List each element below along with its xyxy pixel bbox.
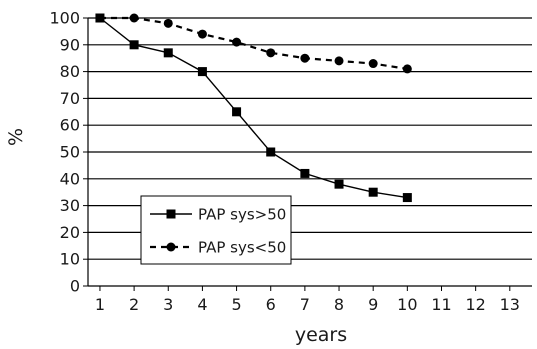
series-gt50 bbox=[95, 13, 412, 203]
data-point-lt50-3 bbox=[163, 18, 173, 28]
x-tick-label-13: 13 bbox=[500, 295, 520, 314]
data-point-lt50-5 bbox=[232, 37, 242, 47]
data-point-gt50-10 bbox=[402, 193, 412, 203]
x-tick-label-11: 11 bbox=[431, 295, 451, 314]
data-point-lt50-2 bbox=[129, 13, 139, 23]
data-point-gt50-2 bbox=[129, 40, 139, 50]
data-point-gt50-4 bbox=[197, 67, 207, 77]
data-point-lt50-9 bbox=[368, 59, 378, 69]
legend-marker-gt50 bbox=[166, 209, 176, 219]
data-point-gt50-7 bbox=[300, 168, 310, 178]
axes bbox=[83, 17, 532, 291]
data-point-lt50-6 bbox=[266, 48, 276, 58]
y-tick-label-100: 100 bbox=[49, 9, 80, 28]
data-point-lt50-10 bbox=[402, 64, 412, 74]
x-tick-label-10: 10 bbox=[397, 295, 417, 314]
data-point-lt50-7 bbox=[300, 53, 310, 63]
x-tick-label-2: 2 bbox=[129, 295, 139, 314]
legend: PAP sys>50 PAP sys<50 bbox=[140, 195, 292, 265]
x-tick-label-6: 6 bbox=[266, 295, 276, 314]
data-point-lt50-8 bbox=[334, 56, 344, 66]
data-point-lt50-1 bbox=[95, 13, 105, 23]
legend-label-lt50: PAP sys<50 bbox=[198, 239, 286, 257]
x-axis-title: years bbox=[295, 324, 347, 346]
y-tick-label-60: 60 bbox=[60, 116, 80, 135]
series-line-lt50 bbox=[100, 16, 408, 70]
x-tick-label-7: 7 bbox=[300, 295, 310, 314]
y-tick-label-0: 0 bbox=[70, 277, 80, 296]
series bbox=[95, 13, 412, 203]
data-point-gt50-8 bbox=[334, 179, 344, 189]
y-tick-label-10: 10 bbox=[60, 250, 80, 269]
y-tick-label-40: 40 bbox=[60, 169, 80, 188]
legend-label-gt50: PAP sys>50 bbox=[198, 206, 286, 224]
y-tick-label-30: 30 bbox=[60, 196, 80, 215]
y-tick-label-20: 20 bbox=[60, 223, 80, 242]
y-tick-label-80: 80 bbox=[60, 62, 80, 81]
x-tick-label-3: 3 bbox=[163, 295, 173, 314]
y-tick-label-70: 70 bbox=[60, 89, 80, 108]
legend-box bbox=[140, 195, 292, 265]
legend-marker-lt50 bbox=[166, 242, 176, 252]
series-line-gt50 bbox=[99, 17, 408, 199]
x-tick-label-5: 5 bbox=[231, 295, 241, 314]
x-tick-label-8: 8 bbox=[334, 295, 344, 314]
data-point-gt50-3 bbox=[163, 48, 173, 58]
data-point-lt50-4 bbox=[197, 29, 207, 39]
y-axis-title: % bbox=[5, 128, 27, 146]
x-tick-label-1: 1 bbox=[95, 295, 105, 314]
y-tick-label-90: 90 bbox=[60, 35, 80, 54]
data-point-gt50-6 bbox=[266, 147, 276, 157]
x-tick-label-12: 12 bbox=[465, 295, 485, 314]
x-tick-label-4: 4 bbox=[197, 295, 207, 314]
series-lt50 bbox=[95, 13, 412, 74]
data-point-gt50-9 bbox=[368, 187, 378, 197]
x-tick-label-9: 9 bbox=[368, 295, 378, 314]
y-tick-label-50: 50 bbox=[60, 143, 80, 162]
data-point-gt50-5 bbox=[232, 107, 242, 117]
legend-entry-gt50: PAP sys>50 bbox=[150, 206, 286, 224]
legend-entry-lt50: PAP sys<50 bbox=[150, 239, 286, 257]
